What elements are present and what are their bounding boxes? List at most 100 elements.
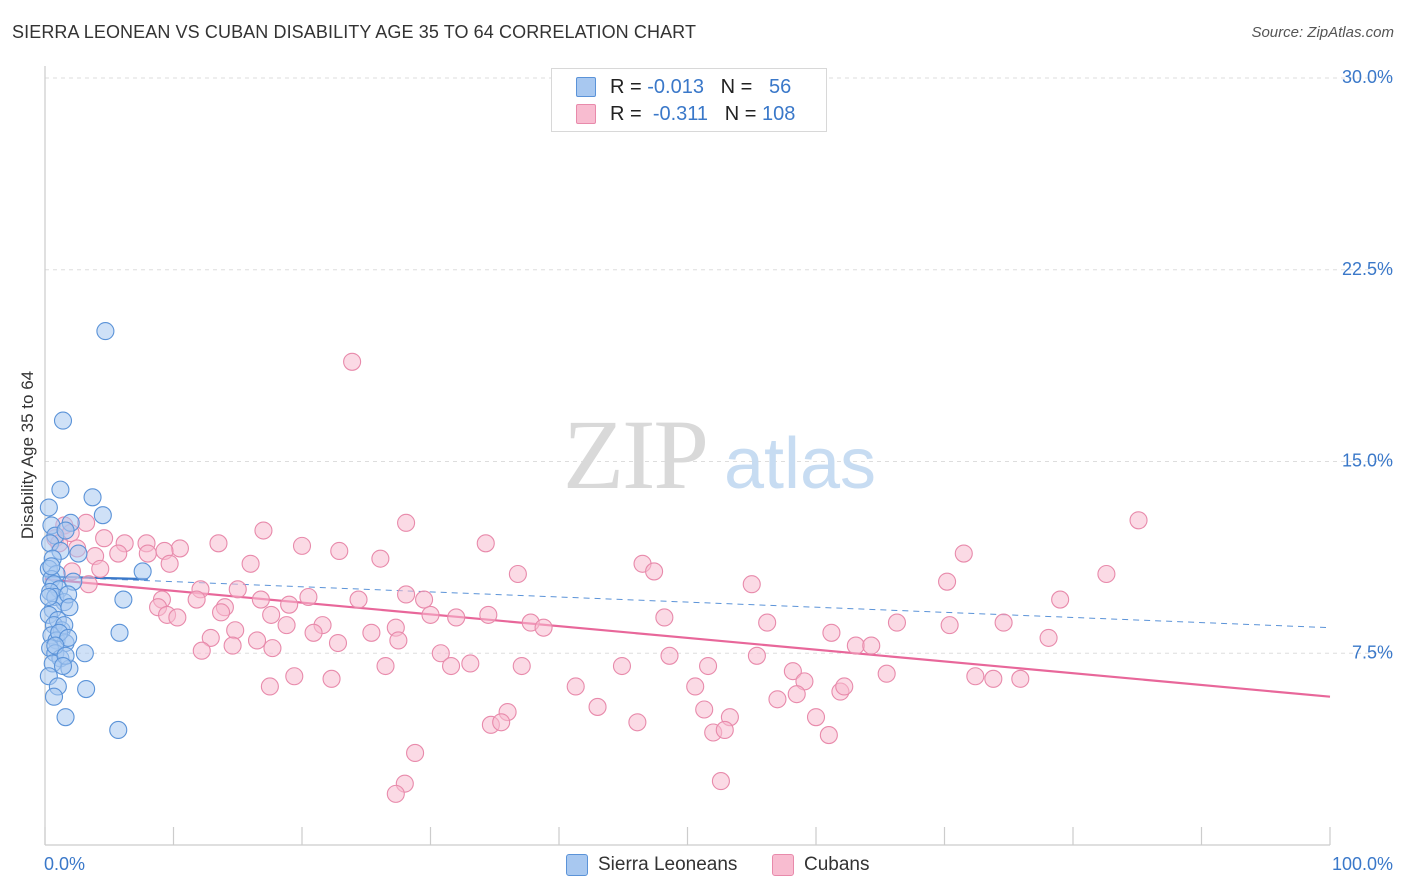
cuban-point <box>442 656 461 676</box>
y-tick-label: 22.5% <box>1342 259 1393 279</box>
cuban-point <box>431 644 450 663</box>
cuban-point <box>566 677 585 696</box>
cuban-point <box>512 656 531 676</box>
cuban-point <box>415 590 434 609</box>
sierra-leonean-point <box>109 720 128 740</box>
legend-swatch-pink <box>576 104 596 124</box>
cuban-point <box>822 623 841 642</box>
sierra-leonean-point <box>69 544 88 563</box>
cuban-point <box>1039 628 1058 647</box>
legend-n-label: N = <box>720 76 753 98</box>
cuban-point <box>201 628 220 647</box>
cuban-point <box>330 541 349 561</box>
cuban-point <box>783 662 802 681</box>
sierra-leoneans-trend-dashed <box>44 576 1331 629</box>
cuban-point <box>819 726 838 745</box>
cuban-point <box>138 544 157 563</box>
cuban-point <box>534 618 553 637</box>
sierra-leonean-point <box>75 644 94 663</box>
sierra-leonean-point <box>133 562 152 581</box>
sierra-leonean-point <box>39 587 58 607</box>
cuban-point <box>994 613 1013 632</box>
cuban-point <box>277 616 296 635</box>
sierra-leonean-point <box>60 598 79 617</box>
cuban-point <box>984 669 1003 688</box>
sierra-leonean-point <box>53 411 73 430</box>
cuban-point <box>263 639 282 658</box>
cuban-point <box>938 572 957 591</box>
y-tick-label: 15.0% <box>1342 451 1393 471</box>
cuban-point <box>389 631 408 650</box>
cuban-point <box>492 713 511 732</box>
sierra-leonean-point <box>77 679 96 699</box>
cuban-point <box>686 677 705 696</box>
legend-label-cubans: Cubans <box>804 854 870 875</box>
cuban-point <box>806 708 826 727</box>
sierra-leonean-point <box>42 557 61 576</box>
cuban-point <box>322 669 341 688</box>
sierra-leonean-point <box>96 322 115 341</box>
cuban-point <box>1097 564 1116 584</box>
sierra-leonean-point <box>39 498 58 517</box>
cuban-point <box>79 575 98 594</box>
cuban-point <box>109 544 128 563</box>
cuban-point <box>397 585 416 604</box>
legend-row-cubans: R = -0.311 N = 108 <box>576 102 795 126</box>
x-tick-label-end: 100.0% <box>1332 854 1393 874</box>
cuban-point <box>254 521 273 540</box>
cuban-point <box>954 544 973 563</box>
cuban-point <box>612 656 632 676</box>
cuban-point <box>461 654 480 673</box>
cuban-point <box>397 513 416 532</box>
cuban-point <box>768 690 787 709</box>
cuban-point <box>285 667 304 686</box>
cuban-point <box>304 623 323 642</box>
cuban-point <box>711 772 730 791</box>
cuban-point <box>211 603 231 622</box>
legend-label-sierra-leoneans: Sierra Leoneans <box>598 854 738 875</box>
cuban-point <box>655 608 674 627</box>
legend-swatch-sierra-leoneans <box>566 854 588 876</box>
sierra-leonean-point <box>56 521 75 540</box>
cuban-point <box>247 631 267 650</box>
legend-r-label: R = <box>610 76 642 98</box>
cuban-point <box>699 656 718 676</box>
cuban-point <box>362 623 381 642</box>
cuban-point <box>846 636 865 655</box>
cuban-point <box>862 636 881 655</box>
cuban-point <box>660 646 679 665</box>
cuban-point <box>508 564 527 584</box>
cuban-point <box>386 784 405 803</box>
cuban-point <box>241 554 260 573</box>
cuban-point <box>787 685 806 704</box>
legend-r-value: -0.013 <box>647 76 704 98</box>
watermark-zip: ZIP <box>563 399 707 510</box>
sierra-leonean-point <box>53 656 73 676</box>
cuban-point <box>349 590 368 609</box>
y-tick-label: 30.0% <box>1342 67 1393 87</box>
cuban-point <box>588 697 607 716</box>
cuban-point <box>376 656 395 676</box>
cuban-point <box>877 664 896 683</box>
watermark: ZIP atlas <box>563 399 876 510</box>
cuban-point <box>292 536 312 555</box>
legend-swatch-blue <box>576 77 596 97</box>
y-tick-label: 7.5% <box>1352 642 1393 662</box>
cuban-point <box>77 513 96 532</box>
sierra-leonean-point <box>44 687 64 706</box>
cuban-point <box>447 608 466 627</box>
source-label: Source: ZipAtlas.com <box>1251 24 1394 41</box>
tick-label-layer: 7.5% 15.0% 22.5% 30.0% 0.0% 100.0% <box>44 67 1393 874</box>
cuban-point <box>187 590 206 609</box>
cuban-point <box>223 636 242 655</box>
cuban-point <box>328 633 348 653</box>
legend-r-value: -0.311 <box>652 103 709 125</box>
cuban-point <box>371 549 390 568</box>
cuban-point <box>645 562 664 581</box>
cuban-point <box>251 590 270 609</box>
sierra-leonean-point <box>83 488 102 507</box>
legend-n-value: 56 <box>769 76 792 98</box>
sierra-leonean-point <box>114 590 133 609</box>
cuban-point <box>226 621 245 640</box>
